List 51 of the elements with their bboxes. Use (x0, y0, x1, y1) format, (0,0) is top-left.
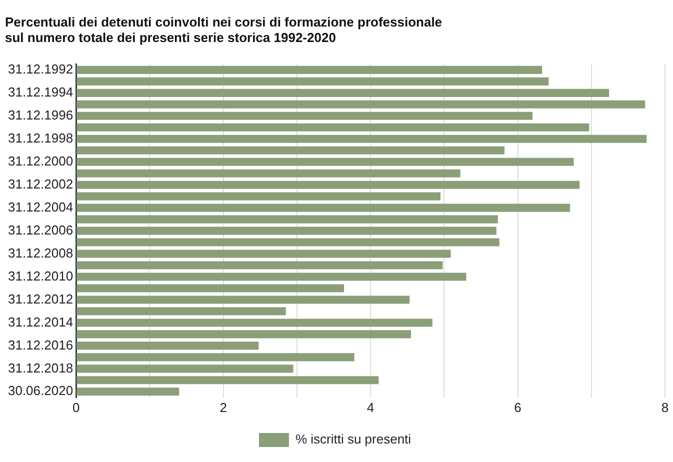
bar (76, 77, 549, 86)
bar (76, 261, 443, 270)
chart-title: Percentuali dei detenuti coinvolti nei corsi di formazione professionale sul numero totale dei presenti serie storica 1992-2020 (5, 14, 442, 45)
y-tick-label: 31.12.1998 (8, 130, 74, 146)
bar (76, 272, 466, 281)
bar (76, 180, 580, 189)
legend-label: % iscritti su presenti (295, 432, 412, 447)
bar (76, 146, 505, 154)
bar (76, 342, 259, 350)
y-tick-label: 31.12.2006 (8, 222, 74, 238)
bar (76, 250, 451, 258)
x-tick-label: 2 (220, 400, 227, 415)
bar (76, 169, 460, 178)
y-tick-label: 31.12.2000 (8, 153, 74, 168)
bar (76, 353, 354, 362)
bar (76, 307, 286, 316)
y-tick-label: 31.12.2014 (8, 314, 74, 330)
y-tick-label: 31.12.2018 (8, 360, 74, 376)
y-tick-label: 31.12.2004 (8, 199, 74, 214)
bar (76, 204, 570, 212)
y-tick-label: 31.12.2008 (8, 245, 74, 260)
bar (76, 296, 410, 304)
y-tick-label: 31.12.1992 (8, 62, 74, 77)
bar (76, 238, 500, 246)
y-tick-label: 31.12.2016 (8, 337, 74, 352)
y-tick-label: 31.12.2012 (8, 291, 74, 306)
y-tick-label: 31.12.2002 (8, 176, 74, 192)
x-tick-label: 4 (366, 400, 374, 415)
bar (76, 364, 294, 373)
bar (76, 388, 180, 396)
bar (76, 376, 379, 384)
bar (76, 100, 646, 108)
x-tick-label: 0 (72, 400, 80, 415)
x-tick-label: 8 (661, 400, 669, 415)
bar (76, 134, 647, 143)
bar (76, 88, 610, 97)
y-tick-label: 31.12.1994 (8, 84, 74, 100)
bar (76, 215, 498, 224)
bar (76, 158, 574, 166)
bar (76, 112, 532, 120)
bar (76, 330, 412, 338)
bar (76, 284, 344, 292)
bar (76, 318, 432, 327)
x-tick-label: 6 (514, 400, 522, 415)
bar (76, 192, 440, 200)
bar (76, 66, 542, 74)
y-tick-label: 30.06.2020 (8, 383, 74, 398)
y-tick-label: 31.12.2010 (8, 268, 74, 284)
bar (76, 123, 590, 132)
bar (76, 226, 496, 235)
y-tick-label: 31.12.1996 (8, 107, 74, 122)
